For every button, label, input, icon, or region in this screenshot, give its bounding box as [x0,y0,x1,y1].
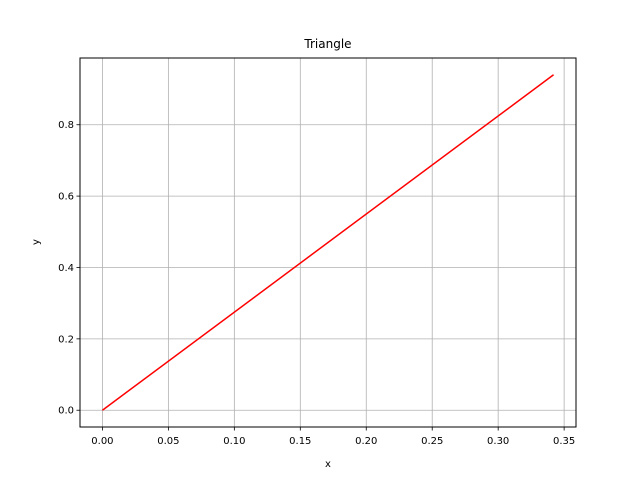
y-tick-label: 0.4 [58,263,74,274]
x-tick-label: 0.25 [421,436,443,447]
x-tick-label: 0.05 [157,436,179,447]
y-tick-label: 0.6 [58,192,74,203]
x-tick-label: 0.30 [487,436,509,447]
x-tick-label: 0.35 [553,436,575,447]
y-axis-label: y [31,239,42,245]
y-axis: 0.0 0.2 0.4 0.6 0.8 [58,120,80,417]
y-tick-label: 0.0 [58,406,74,417]
grid [80,58,576,427]
x-tick-label: 0.00 [91,436,113,447]
x-axis: 0.00 0.05 0.10 0.15 0.20 0.25 0.30 0.35 [91,427,575,447]
y-tick-label: 0.2 [58,334,74,345]
y-tick-label: 0.8 [58,120,74,131]
chart-title: Triangle [303,37,351,51]
series-layer [101,74,555,411]
x-tick-label: 0.10 [223,436,245,447]
x-tick-label: 0.20 [355,436,377,447]
series-line [101,74,555,411]
x-axis-label: x [325,459,331,470]
plot-frame [79,57,577,428]
x-tick-label: 0.15 [289,436,311,447]
